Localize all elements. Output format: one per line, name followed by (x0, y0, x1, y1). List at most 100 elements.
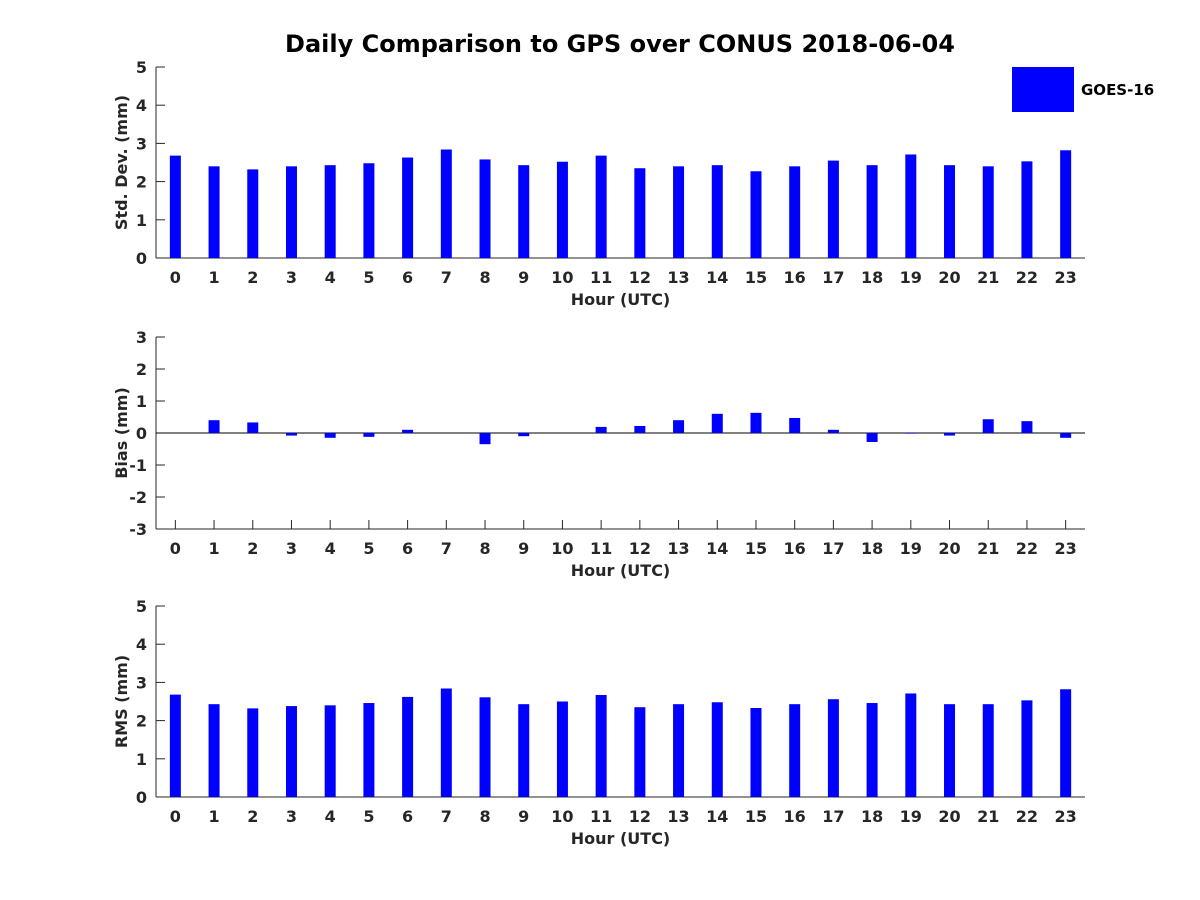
x-tick-label: 18 (861, 539, 883, 558)
legend-label: GOES-16 (1081, 81, 1155, 99)
x-tick-label: 8 (479, 807, 490, 826)
x-tick-label: 2 (247, 807, 258, 826)
bar-hour-2 (247, 169, 259, 258)
bar-hour-4 (324, 433, 336, 438)
y-axis-label: RMS (mm) (112, 655, 131, 748)
bar-hour-11 (595, 155, 607, 258)
x-tick-label: 6 (402, 268, 413, 287)
x-tick-label: 0 (170, 539, 181, 558)
bar-hour-21 (982, 166, 994, 258)
y-tick-label: 3 (136, 328, 147, 347)
x-tick-label: 10 (551, 268, 573, 287)
x-tick-label: 23 (1055, 268, 1077, 287)
bar-hour-19 (905, 693, 917, 797)
bar-hour-21 (982, 704, 994, 797)
bar-hour-12 (634, 168, 646, 258)
bar-hour-7 (440, 688, 452, 797)
bar-hour-20 (944, 433, 956, 436)
x-tick-label: 18 (861, 268, 883, 287)
x-tick-label: 2 (247, 268, 258, 287)
bar-hour-23 (1060, 433, 1072, 438)
x-tick-label: 19 (900, 268, 922, 287)
legend-swatch (1012, 67, 1074, 112)
bar-hour-4 (324, 705, 336, 797)
bar-hour-6 (402, 696, 414, 797)
y-tick-label: 2 (136, 173, 147, 192)
bar-hour-11 (595, 695, 607, 797)
bar-hour-2 (247, 422, 259, 433)
bar-hour-23 (1060, 689, 1072, 797)
bar-hour-18 (866, 433, 878, 442)
x-tick-label: 20 (938, 539, 960, 558)
x-tick-label: 5 (363, 539, 374, 558)
y-tick-label: 3 (136, 673, 147, 692)
bar-hour-15 (750, 412, 762, 433)
x-tick-label: 16 (784, 807, 806, 826)
x-tick-label: 12 (629, 539, 651, 558)
bar-hour-12 (634, 707, 646, 797)
x-tick-label: 13 (667, 539, 689, 558)
x-tick-label: 4 (325, 268, 336, 287)
x-tick-label: 15 (745, 268, 767, 287)
x-tick-label: 16 (784, 539, 806, 558)
x-tick-label: 21 (977, 268, 999, 287)
y-tick-label: 0 (136, 788, 147, 807)
bar-hour-12 (634, 425, 646, 433)
x-tick-label: 13 (667, 268, 689, 287)
bar-hour-0 (169, 694, 181, 797)
bar-hour-14 (711, 165, 723, 258)
bar-hour-2 (247, 708, 259, 797)
x-tick-label: 22 (1016, 268, 1038, 287)
x-tick-label: 11 (590, 268, 612, 287)
y-tick-label: 5 (136, 597, 147, 616)
x-tick-label: 9 (518, 268, 529, 287)
y-tick-label: 1 (136, 211, 147, 230)
y-tick-label: -2 (129, 488, 147, 507)
bar-hour-22 (1021, 700, 1033, 797)
chart-title: Daily Comparison to GPS over CONUS 2018-… (285, 30, 955, 58)
bar-hour-0 (169, 155, 181, 258)
x-tick-label: 21 (977, 807, 999, 826)
x-tick-label: 4 (325, 539, 336, 558)
bar-hour-16 (789, 704, 801, 797)
y-tick-label: 1 (136, 392, 147, 411)
bar-hour-8 (479, 159, 491, 258)
x-tick-label: 5 (363, 268, 374, 287)
x-tick-label: 12 (629, 807, 651, 826)
x-tick-label: 15 (745, 807, 767, 826)
x-tick-label: 17 (822, 268, 844, 287)
x-tick-label: 3 (286, 268, 297, 287)
x-tick-label: 6 (402, 539, 413, 558)
bar-hour-3 (285, 166, 297, 258)
x-tick-label: 1 (208, 268, 219, 287)
x-tick-label: 4 (325, 807, 336, 826)
y-tick-label: 2 (136, 712, 147, 731)
x-tick-label: 17 (822, 807, 844, 826)
bar-hour-13 (673, 704, 685, 797)
bar-hour-9 (518, 165, 530, 258)
x-tick-label: 1 (208, 807, 219, 826)
x-tick-label: 20 (938, 807, 960, 826)
bar-hour-8 (479, 433, 491, 445)
x-tick-label: 0 (170, 807, 181, 826)
bar-hour-7 (440, 149, 452, 258)
x-tick-label: 3 (286, 807, 297, 826)
y-axis-label: Std. Dev. (mm) (112, 95, 131, 230)
bar-hour-19 (905, 154, 917, 258)
x-tick-label: 10 (551, 539, 573, 558)
x-tick-label: 1 (208, 539, 219, 558)
x-tick-label: 14 (706, 539, 728, 558)
bar-hour-3 (285, 433, 297, 436)
bar-hour-4 (324, 165, 336, 258)
x-tick-label: 19 (900, 807, 922, 826)
x-tick-label: 16 (784, 268, 806, 287)
x-tick-label: 9 (518, 807, 529, 826)
bar-hour-13 (673, 420, 685, 433)
x-tick-label: 22 (1016, 807, 1038, 826)
y-tick-label: -1 (129, 456, 147, 475)
x-tick-label: 0 (170, 268, 181, 287)
bar-hour-15 (750, 171, 762, 258)
x-tick-label: 7 (441, 807, 452, 826)
